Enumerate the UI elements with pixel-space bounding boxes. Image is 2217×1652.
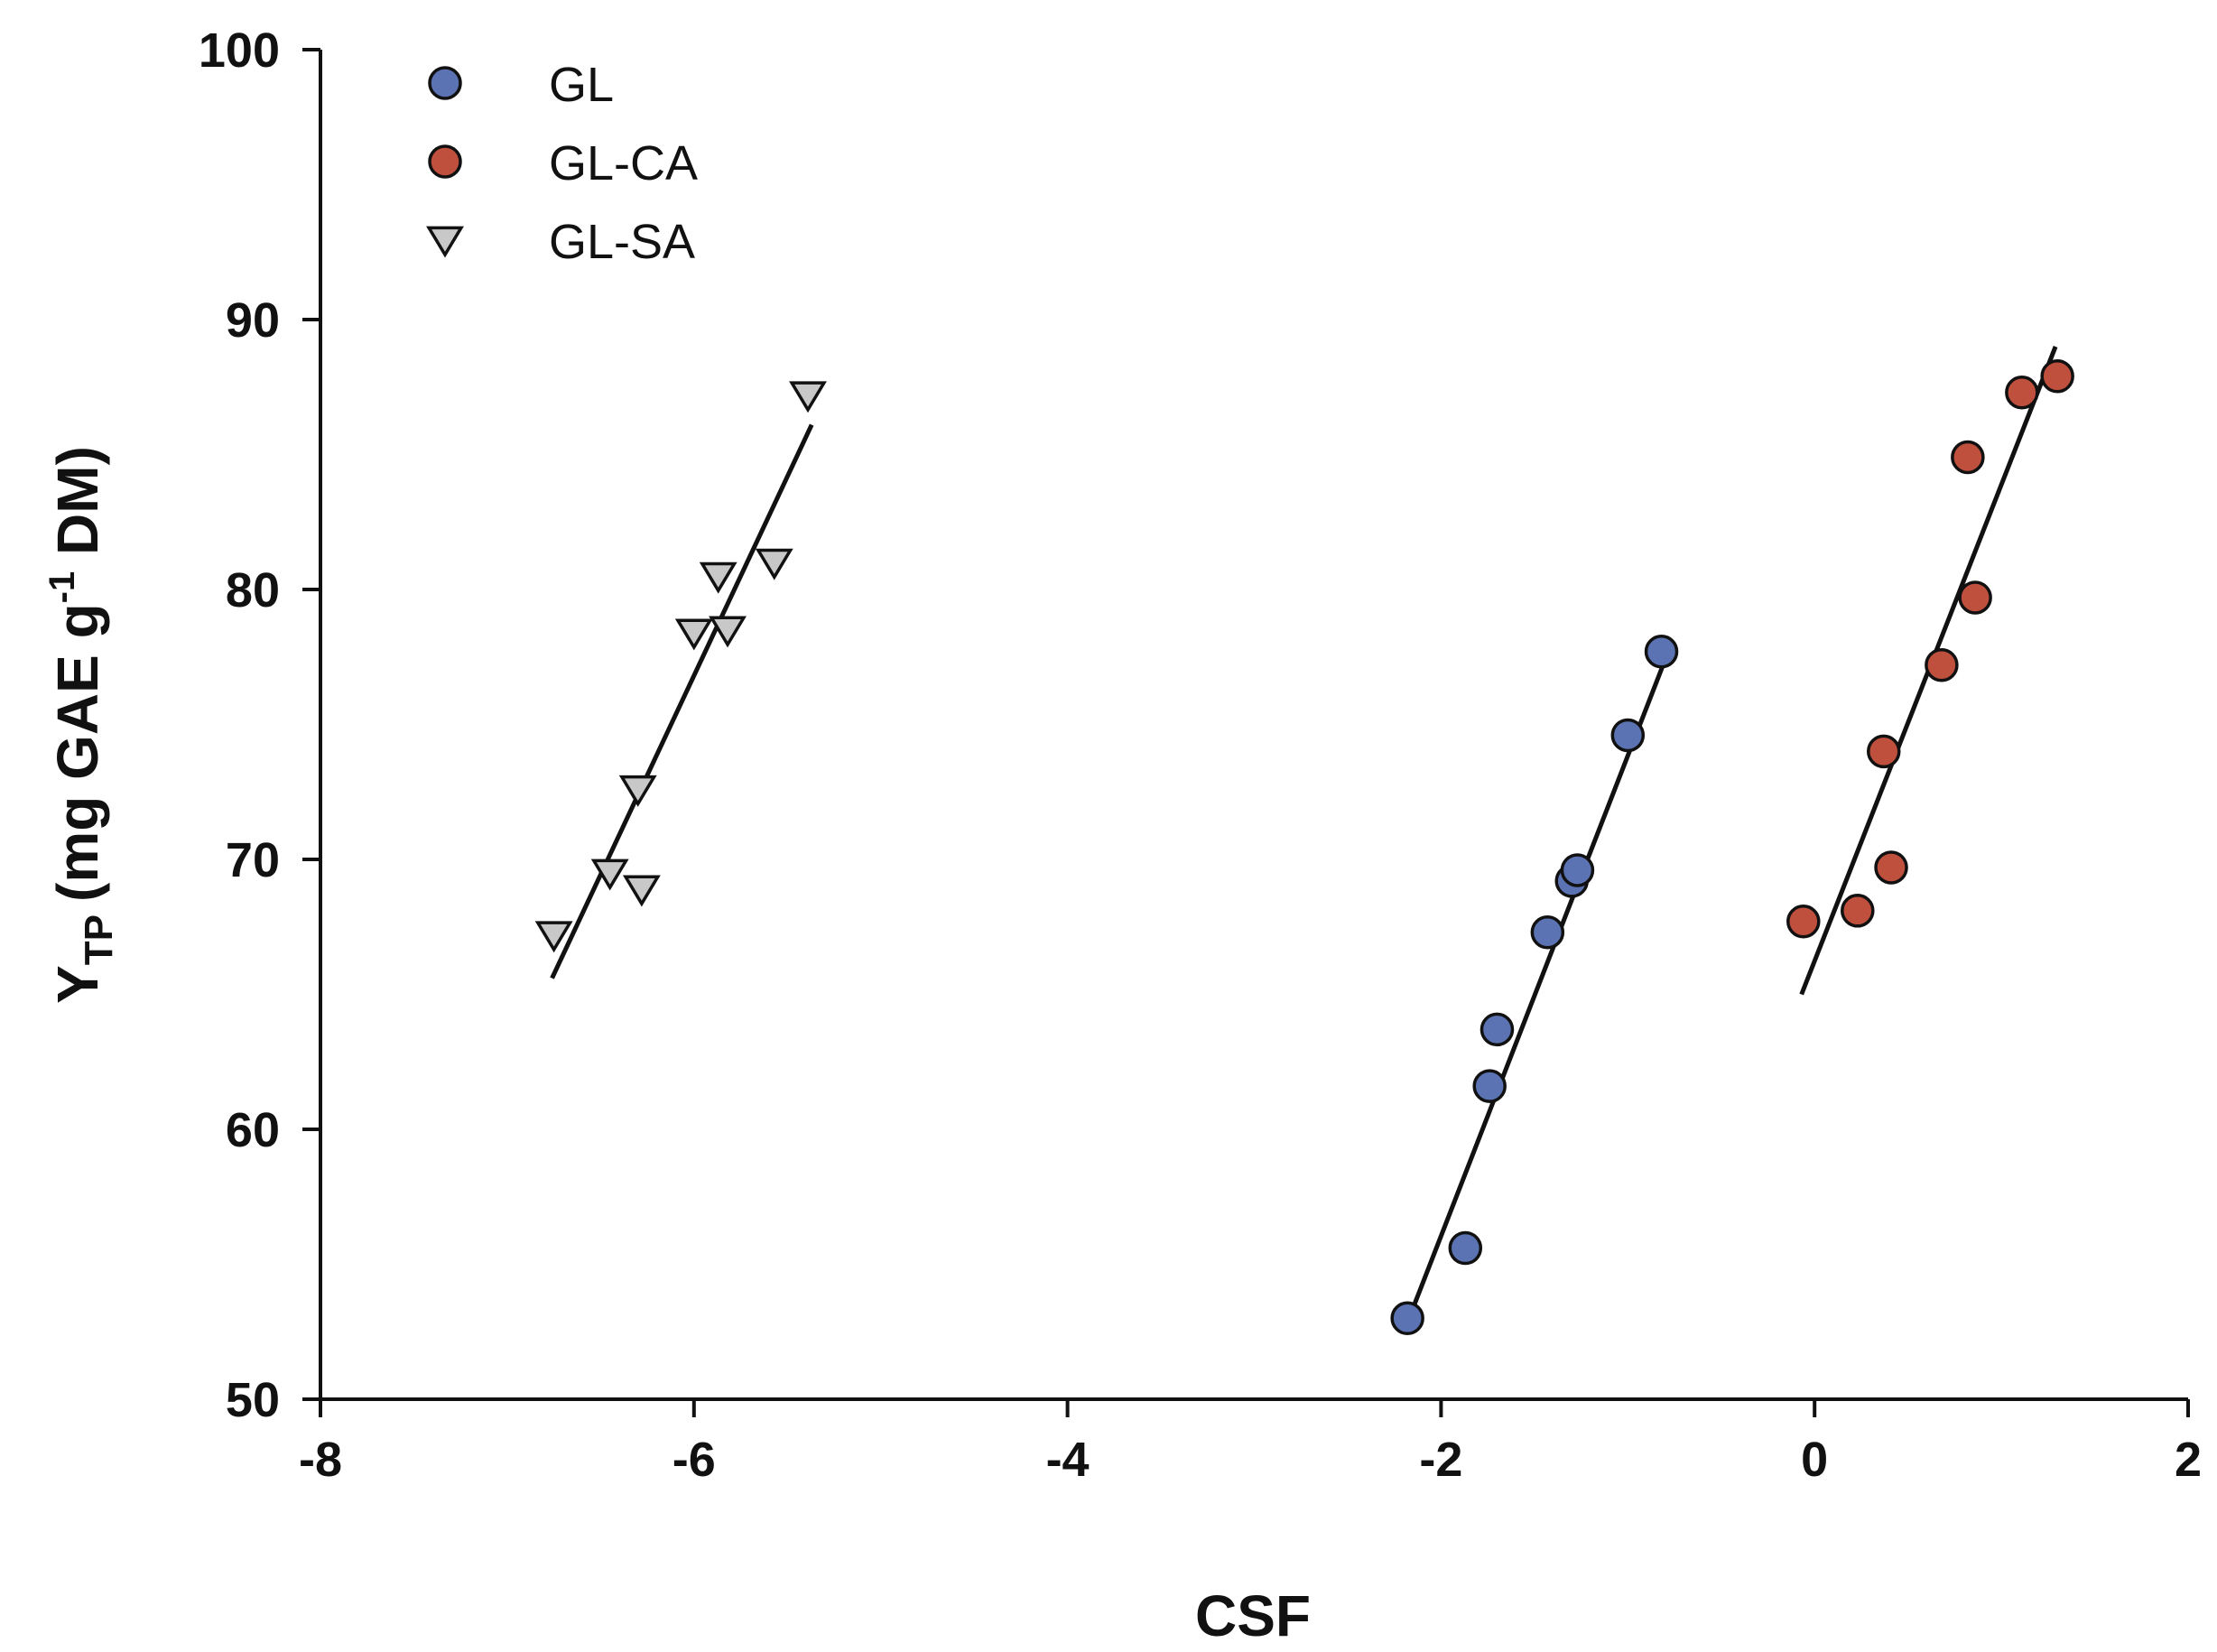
point-gl-ca [2040,359,2074,394]
point-gl-sa [618,775,657,807]
y-axis-title-units: (mg GAE g [45,603,110,902]
point-gl-ca [2005,375,2039,410]
point-gl-ca [1951,440,1985,475]
point-gl [1644,635,1679,669]
legend-label-gl-ca: GL-CA [549,136,698,190]
y-axis-title-symbol: Y [45,965,110,1004]
x-tick-label: -8 [299,1433,342,1487]
fit-line-gl-sa [550,423,814,979]
y-axis-title: YTP (mg GAE g-1 DM) [42,446,121,1004]
legend-marker-gl-sa [426,226,464,258]
point-gl [1448,1230,1483,1266]
x-tick-label: 2 [2175,1433,2202,1487]
point-gl-ca [1786,905,1821,939]
point-gl [1530,914,1565,950]
legend-marker-gl [428,66,462,100]
point-gl-sa [699,561,737,594]
x-tick-label: -6 [673,1433,716,1487]
y-axis-title-superscript: -1 [42,571,82,604]
y-tick-label: 60 [226,1103,280,1157]
point-gl-ca [1958,580,1992,615]
y-axis-title-units-end: DM) [45,446,110,571]
point-gl-ca [1874,850,1908,885]
x-tick-label: 0 [1801,1433,1828,1487]
point-gl-ca [1867,734,1901,769]
legend-label-gl: GL [549,58,614,112]
point-gl-sa [789,381,827,413]
tick-group: -8 -6 -4 -2 0 2 50 60 70 80 90 100 [199,23,2202,1487]
fit-lines [550,345,2058,1314]
point-gl [1390,1301,1424,1336]
fit-line-gl [1408,658,1668,1314]
point-gl [1560,853,1595,887]
y-tick-label: 50 [226,1373,280,1427]
y-axis-title-subscript: TP [77,914,121,965]
x-axis-title: CSF [1195,1583,1311,1648]
point-gl [1610,718,1646,753]
y-tick-label: 90 [226,293,280,348]
legend: GL GL-CA GL-SA [426,58,698,269]
point-gl-sa [709,616,747,648]
point-gl-sa [674,618,713,651]
legend-label-gl-sa: GL-SA [549,215,695,269]
y-tick-label: 70 [226,833,280,887]
point-gl-ca [1925,647,1959,682]
axes [319,50,2188,1401]
point-gl-sa [755,548,793,580]
y-tick-label: 80 [226,563,280,617]
point-gl-sa [590,858,629,891]
point-gl [1472,1069,1507,1103]
data-points [534,359,2074,1336]
point-gl [1480,1012,1515,1047]
point-gl-sa [534,921,573,953]
point-gl-sa [622,875,661,907]
x-tick-label: -2 [1419,1433,1462,1487]
point-gl-ca [1841,894,1875,928]
y-tick-label: 100 [199,23,280,78]
x-tick-label: -4 [1046,1433,1090,1487]
legend-marker-gl-ca [428,144,462,179]
